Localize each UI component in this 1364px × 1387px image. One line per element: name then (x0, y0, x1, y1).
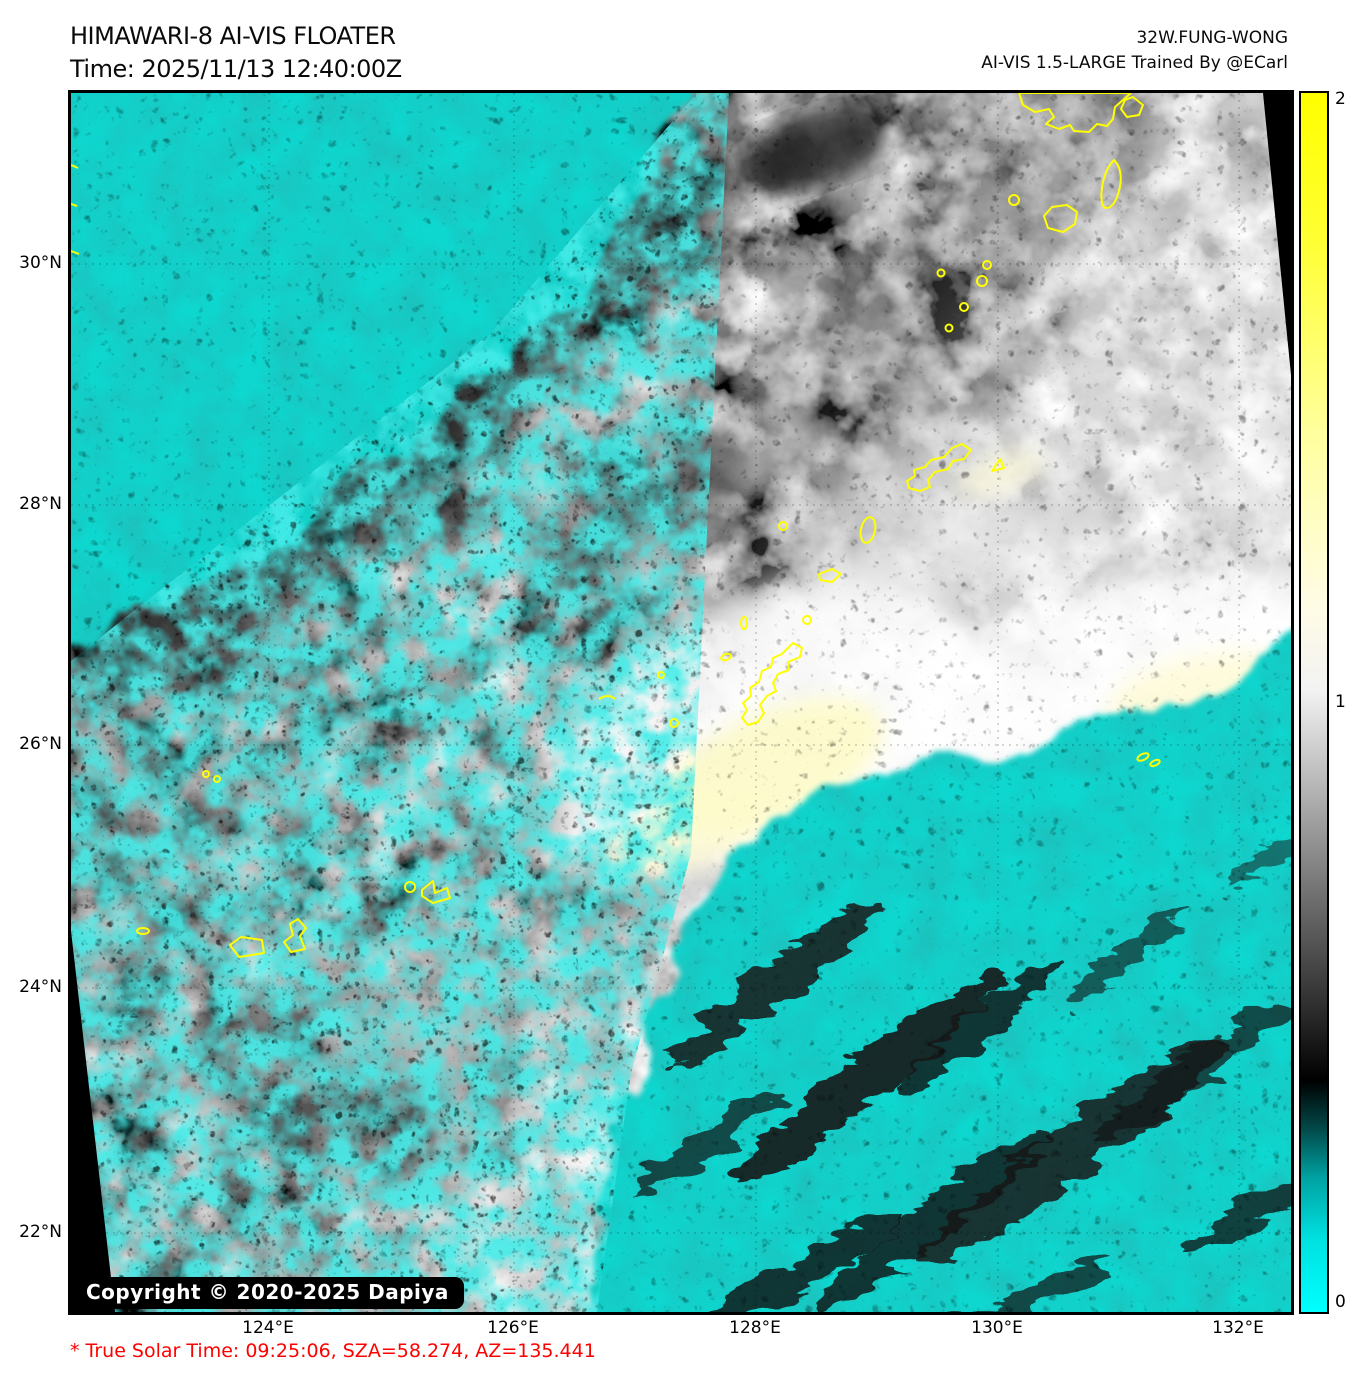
coastline-contour (741, 642, 803, 726)
coastline-contours (71, 93, 1161, 958)
coastline-contour (1018, 93, 1132, 133)
swath-void (71, 93, 1291, 1312)
lon-tick-label: 130°E (971, 1318, 1023, 1338)
void-wedge-top-right (1263, 93, 1291, 375)
coastline-contour (1043, 204, 1078, 233)
header-left: HIMAWARI-8 AI-VIS FLOATER Time: 2025/11/… (70, 20, 402, 86)
lon-tick-label: 128°E (729, 1318, 781, 1338)
coastline-contour (421, 880, 451, 904)
colorbar-tick-max: 2 (1335, 89, 1346, 109)
coastline-contour (283, 918, 307, 953)
colorbar-gradient (1299, 91, 1329, 1314)
coastline-contour (1100, 159, 1122, 209)
coastline-contour (229, 936, 265, 958)
lat-tick-label: 30°N (19, 253, 62, 273)
coastline-contour (906, 443, 972, 492)
lat-tick-label: 26°N (19, 734, 62, 754)
graticule-grid (71, 93, 1291, 1312)
timestamp: Time: 2025/11/13 12:40:00Z (70, 55, 402, 83)
colorbar-tick-mid: 1 (1335, 692, 1346, 712)
lat-tick-label: 24°N (19, 977, 62, 997)
header-right: 32W.FUNG-WONG AI-VIS 1.5-LARGE Trained B… (981, 26, 1288, 76)
colorbar-tick-min: 0 (1335, 1292, 1346, 1312)
credit-line: AI-VIS 1.5-LARGE Trained By @ECarl (981, 53, 1288, 73)
lat-tick-label: 22°N (19, 1222, 62, 1242)
satellite-image (71, 93, 1291, 1312)
page-title: HIMAWARI-8 AI-VIS FLOATER (70, 22, 396, 50)
storm-id: 32W.FUNG-WONG (1136, 28, 1288, 48)
lon-tick-label: 124°E (242, 1318, 294, 1338)
lon-tick-label: 132°E (1212, 1318, 1264, 1338)
lat-tick-label: 28°N (19, 494, 62, 514)
void-wedge-bottom-left (71, 931, 115, 1312)
lon-tick-label: 126°E (487, 1318, 539, 1338)
noise-speckle-layer (71, 93, 1291, 1312)
satellite-map-plot: Copyright © 2020-2025 Dapiya (68, 90, 1294, 1315)
coastline-contour (818, 568, 842, 583)
solar-time-note: * True Solar Time: 09:25:06, SZA=58.274,… (70, 1340, 596, 1362)
copyright-badge: Copyright © 2020-2025 Dapiya (73, 1277, 464, 1309)
